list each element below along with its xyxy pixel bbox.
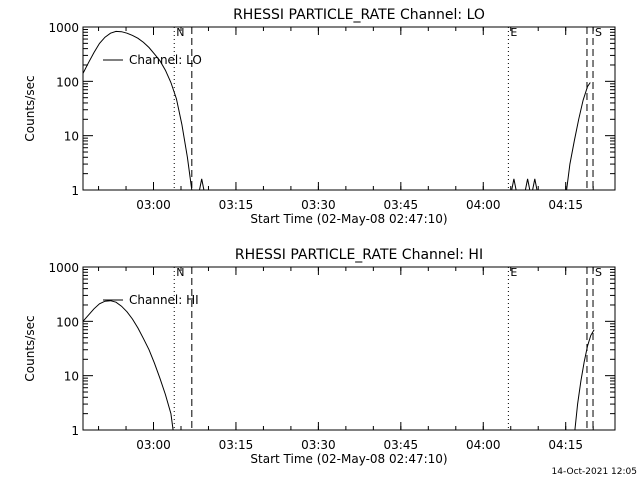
series-line — [199, 178, 205, 191]
x-tick-label: 04:15 — [548, 438, 583, 452]
x-tick-label: 03:15 — [219, 438, 254, 452]
chart-title: RHESSI PARTICLE_RATE Channel: LO — [233, 7, 485, 23]
x-tick-label: 03:00 — [136, 198, 171, 212]
event-label: E — [510, 266, 517, 279]
y-tick-label: 100 — [56, 75, 79, 89]
x-tick-label: 03:00 — [136, 438, 171, 452]
y-tick-label: 1 — [71, 184, 79, 198]
series-line — [524, 178, 531, 191]
y-axis-label: Counts/sec — [23, 315, 37, 381]
x-tick-label: 03:30 — [301, 438, 336, 452]
x-tick-label: 04:00 — [466, 438, 501, 452]
event-label: N — [176, 26, 184, 39]
legend-label: Channel: LO — [129, 53, 202, 67]
x-tick-label: 04:15 — [548, 198, 583, 212]
plot-frame — [82, 266, 616, 431]
y-tick-label: 100 — [56, 315, 79, 329]
panel-lo-channel: RHESSI PARTICLE_RATE Channel: LO Start Ti… — [23, 7, 616, 226]
series-line — [82, 300, 174, 431]
x-tick-label: 03:45 — [384, 438, 419, 452]
x-axis-label: Start Time (02-May-08 02:47:10) — [250, 212, 447, 226]
legend-label: Channel: HI — [129, 293, 199, 307]
series-line — [82, 30, 193, 191]
event-label: E — [510, 26, 517, 39]
plot-frame — [82, 26, 616, 191]
y-tick-label: 1 — [71, 424, 79, 438]
x-tick-label: 03:15 — [219, 198, 254, 212]
y-tick-label: 10 — [64, 130, 79, 144]
event-label: N — [176, 266, 184, 279]
x-tick-label: 03:45 — [384, 198, 419, 212]
series-line — [511, 178, 517, 191]
event-label: S — [595, 26, 602, 39]
y-tick-label: 1000 — [48, 261, 79, 275]
series-line — [532, 178, 538, 191]
chart-title: RHESSI PARTICLE_RATE Channel: HI — [235, 247, 483, 263]
y-tick-label: 10 — [64, 370, 79, 384]
footer-timestamp: 14-Oct-2021 12:05 — [552, 467, 637, 477]
series-line — [566, 82, 591, 191]
x-tick-label: 03:30 — [301, 198, 336, 212]
series-line — [574, 329, 595, 431]
y-tick-label: 1000 — [48, 21, 79, 35]
x-tick-label: 04:00 — [466, 198, 501, 212]
panel-hi-channel: RHESSI PARTICLE_RATE Channel: HI Start Ti… — [23, 247, 616, 466]
x-axis-label: Start Time (02-May-08 02:47:10) — [250, 452, 447, 466]
y-axis-label: Counts/sec — [23, 75, 37, 141]
event-label: S — [595, 266, 602, 279]
